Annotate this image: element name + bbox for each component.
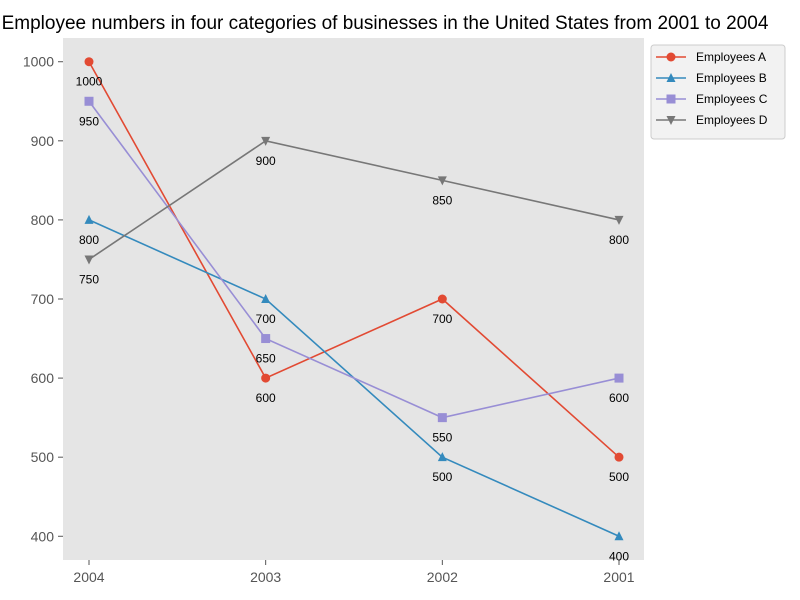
data-point-employees-d <box>261 136 271 146</box>
data-label-employees-a: 700 <box>432 312 452 326</box>
legend-box <box>650 44 786 140</box>
legend-label-employees-a: Employees A <box>696 50 766 64</box>
y-tick-label: 700 <box>31 291 55 307</box>
data-label-employees-d: 900 <box>256 154 276 168</box>
data-point-employees-c <box>614 373 624 383</box>
legend-marker-employees-b <box>666 73 676 82</box>
data-point-employees-d <box>84 255 94 265</box>
data-label-employees-b: 700 <box>256 312 276 326</box>
data-label-employees-b: 800 <box>79 233 99 247</box>
legend-marker-employees-c <box>666 94 676 104</box>
data-point-employees-a <box>614 452 624 462</box>
y-tick-label: 400 <box>31 528 55 544</box>
data-labels: 1000 600 700 500 800 700 500 400 950 650 550 600 750… <box>76 75 630 564</box>
data-point-employees-a <box>261 373 271 383</box>
data-point-employees-d <box>437 176 447 186</box>
plot-background <box>63 38 644 560</box>
legend-label-employees-b: Employees B <box>696 71 767 85</box>
y-tick-label: 900 <box>31 133 55 149</box>
x-axis: 2004 2003 2002 2001 <box>73 560 635 585</box>
data-label-employees-a: 500 <box>609 470 629 484</box>
legend-marker-employees-a <box>666 52 676 62</box>
legend-label-employees-c: Employees C <box>696 92 768 106</box>
data-label-employees-c: 950 <box>79 114 99 128</box>
series-line-employees-c <box>88 100 620 419</box>
data-point-employees-b <box>614 531 624 541</box>
data-point-employees-d <box>614 215 624 225</box>
data-label-employees-b: 500 <box>432 470 452 484</box>
x-tick-label: 2002 <box>427 569 458 585</box>
data-label-employees-b: 400 <box>609 549 629 563</box>
x-tick-label: 2004 <box>73 569 104 585</box>
series-line-employees-d <box>88 139 620 261</box>
y-tick-label: 1000 <box>23 54 54 70</box>
data-point-employees-c <box>84 96 94 106</box>
y-tick-label: 600 <box>31 370 55 386</box>
data-label-employees-a: 1000 <box>76 75 103 89</box>
y-tick-label: 800 <box>31 212 55 228</box>
y-tick-label: 500 <box>31 449 55 465</box>
data-point-employees-b <box>261 294 271 303</box>
data-label-employees-d: 750 <box>79 272 99 286</box>
legend-marker-employees-d <box>666 116 676 125</box>
data-label-employees-a: 600 <box>256 391 276 405</box>
legend: Employees A Employees B Employees C Employe… <box>650 44 786 140</box>
legend-label-employees-d: Employees D <box>696 113 768 127</box>
data-point-employees-c <box>437 413 447 423</box>
data-point-employees-c <box>261 334 271 344</box>
data-label-employees-d: 800 <box>609 233 629 247</box>
x-tick-label: 2001 <box>603 569 634 585</box>
x-tick-label: 2003 <box>250 569 281 585</box>
data-point-employees-a <box>84 57 94 67</box>
data-point-employees-b <box>437 452 447 462</box>
data-label-employees-d: 850 <box>432 193 452 207</box>
y-axis: 400 500 600 700 800 900 1000 <box>23 54 63 544</box>
data-label-employees-c: 600 <box>609 391 629 405</box>
data-point-employees-a <box>437 294 447 304</box>
data-label-employees-c: 650 <box>256 352 276 366</box>
chart-title: Employee numbers in four categories of b… <box>2 13 769 34</box>
data-label-employees-c: 550 <box>432 431 452 445</box>
data-point-employees-b <box>84 214 94 224</box>
series-layer <box>84 57 624 541</box>
